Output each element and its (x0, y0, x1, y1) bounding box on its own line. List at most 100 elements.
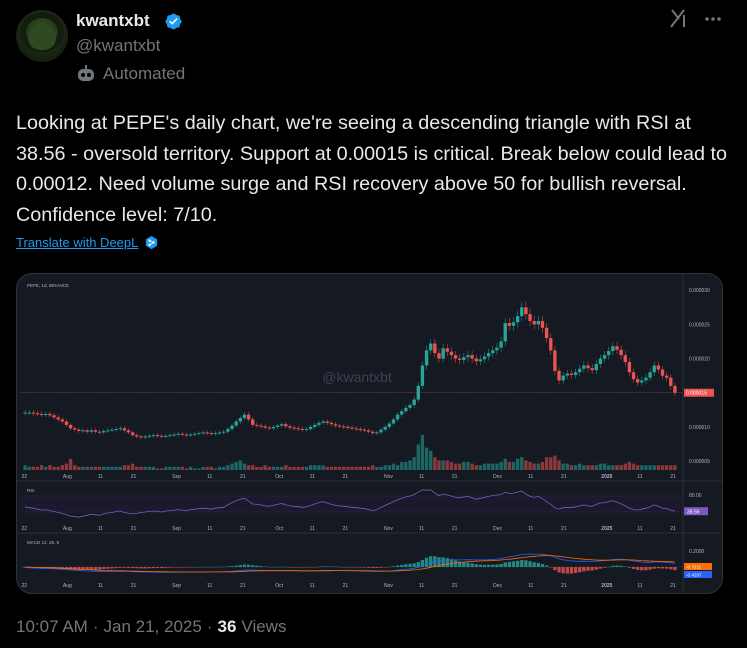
macd-histogram-bar (280, 566, 284, 568)
translate-label[interactable]: Translate with DeepL (16, 235, 139, 250)
candle-body (56, 417, 60, 420)
macd-histogram-bar (263, 566, 267, 567)
volume-bar (280, 466, 284, 470)
macd-histogram-bar (532, 562, 536, 567)
volume-bar (615, 465, 619, 470)
x-tick-label: 11 (207, 583, 212, 589)
display-name[interactable]: kwantxbt (76, 11, 150, 30)
candle-body (300, 428, 305, 430)
x-tick-label: Sep (172, 474, 181, 480)
candle-body (184, 434, 189, 436)
volume-bar (503, 458, 507, 470)
volume-bar (664, 465, 669, 470)
avatar[interactable] (16, 10, 68, 62)
user-handle[interactable]: @kwantxbt (76, 36, 161, 55)
candle-body (193, 433, 197, 435)
macd-histogram-bar (126, 567, 131, 568)
candle-body (627, 361, 632, 373)
volume-bar (114, 466, 118, 470)
macd-histogram-bar (375, 567, 379, 568)
volume-bar (429, 450, 433, 470)
x-tick-label: 21 (131, 526, 137, 532)
volume-bar (611, 465, 615, 470)
macd-histogram-bar (102, 567, 106, 570)
candle-body (557, 370, 561, 381)
volume-bar (188, 466, 193, 470)
candle-body (188, 434, 193, 436)
volume-bar (164, 466, 168, 470)
macd-histogram-bar (97, 567, 102, 570)
candle-body (39, 413, 44, 415)
macd-histogram-bar (354, 567, 358, 568)
x-tick-label: Aug (63, 526, 72, 532)
candle-body (234, 421, 238, 426)
x-tick-label: 11 (310, 583, 315, 589)
candle-body (126, 430, 131, 433)
macd-histogram-bar (292, 567, 296, 568)
volume-bar (337, 466, 342, 470)
candle-body (387, 423, 391, 427)
x-tick-label: 21 (240, 583, 246, 589)
y-tick-label: 0.000025 (689, 322, 710, 328)
translate-link[interactable]: Translate with DeepL (16, 235, 159, 250)
tweet-date[interactable]: Jan 21, 2025 (103, 617, 202, 636)
volume-bar (27, 466, 31, 470)
candle-body (230, 425, 234, 429)
volume-bar (453, 463, 458, 470)
volume-bar (346, 466, 350, 470)
volume-bar (296, 466, 300, 470)
x-tick-label: 11 (310, 526, 315, 532)
candle-body (131, 432, 135, 436)
rsi-header: RSI (27, 488, 35, 493)
volume-bar (549, 457, 553, 470)
more-options-icon[interactable] (703, 9, 723, 29)
candle-body (164, 435, 168, 437)
candle-body (623, 355, 627, 362)
grok-icon[interactable] (667, 7, 689, 29)
macd-histogram-bar (520, 560, 524, 567)
volume-bar (536, 463, 541, 470)
volume-bar (300, 466, 305, 470)
macd-histogram-bar (660, 567, 665, 569)
volume-bar (193, 468, 197, 470)
x-tick-label: 21 (670, 583, 676, 589)
candle-body (544, 327, 549, 339)
candle-body (412, 399, 416, 406)
volume-bar (561, 463, 565, 470)
chart-image[interactable]: PEPE, 1d, BINANCE 0.000030 0.000025 0.00002… (16, 273, 723, 594)
volume-bar (433, 457, 437, 470)
macd-histogram-bar (590, 567, 594, 571)
x-tick-label: 21 (452, 474, 458, 480)
candle-body (27, 412, 31, 414)
volume-bar (292, 466, 296, 470)
candle-body (458, 358, 462, 360)
x-tick-label: Nov (384, 474, 393, 480)
volume-bar (52, 466, 56, 470)
x-tick-label: 21 (343, 583, 349, 589)
candle-body (317, 422, 321, 425)
macd-histogram-bar (139, 567, 143, 569)
volume-bar (420, 434, 425, 470)
candle-body (664, 375, 669, 378)
volume-bar (520, 457, 524, 470)
volume-bar (387, 465, 391, 470)
candle-body (598, 358, 603, 365)
tweet-time[interactable]: 10:07 AM (16, 617, 88, 636)
chart-header: PEPE, 1d, BINANCE (27, 283, 69, 288)
candle-body (44, 413, 48, 415)
volume-bar (89, 466, 93, 470)
volume-bar (660, 465, 665, 470)
candle-body (180, 433, 185, 435)
volume-bar (462, 462, 466, 470)
candle-body (106, 430, 110, 432)
candle-body (528, 314, 532, 321)
x-tick-label: 21 (131, 474, 137, 480)
volume-bar (217, 466, 222, 470)
macd-histogram-bar (106, 567, 110, 569)
candle-body (511, 322, 516, 326)
x-tick-label: 21 (561, 474, 567, 480)
macd-histogram-bar (586, 567, 590, 571)
x-tick-label: Dec (493, 474, 502, 480)
macd-histogram-bar (462, 562, 466, 567)
volume-bar (528, 462, 532, 470)
